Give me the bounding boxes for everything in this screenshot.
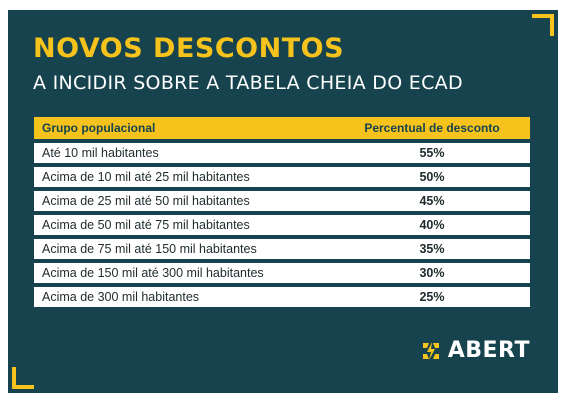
column-header-group: Grupo populacional — [42, 121, 156, 135]
table-row: Acima de 50 mil até 75 mil habitantes 40… — [34, 215, 530, 235]
table-row: Acima de 300 mil habitantes 25% — [34, 287, 530, 307]
discount-cell: 45% — [419, 194, 445, 208]
table-row: Acima de 25 mil até 50 mil habitantes 45… — [34, 191, 530, 211]
discount-cell: 25% — [419, 290, 445, 304]
page-subtitle: A INCIDIR SOBRE A TABELA CHEIA DO ECAD — [33, 72, 463, 94]
discount-cell: 35% — [419, 242, 445, 256]
table-row: Acima de 75 mil até 150 mil habitantes 3… — [34, 239, 530, 259]
abert-lightning-logo-icon — [422, 341, 439, 360]
table-header: Grupo populacional Percentual de descont… — [34, 117, 530, 139]
group-cell: Acima de 50 mil até 75 mil habitantes — [42, 218, 250, 232]
table-row: Até 10 mil habitantes 55% — [34, 143, 530, 163]
group-cell: Acima de 150 mil até 300 mil habitantes — [42, 266, 264, 280]
corner-decoration-bottom-left — [12, 367, 34, 389]
table-row: Acima de 10 mil até 25 mil habitantes 50… — [34, 167, 530, 187]
group-cell: Acima de 300 mil habitantes — [42, 290, 200, 304]
discount-table: Grupo populacional Percentual de descont… — [34, 117, 530, 307]
page-title: NOVOS DESCONTOS — [33, 33, 345, 64]
discount-cell: 30% — [419, 266, 445, 280]
discount-cell: 40% — [419, 218, 445, 232]
table-row: Acima de 150 mil até 300 mil habitantes … — [34, 263, 530, 283]
group-cell: Acima de 75 mil até 150 mil habitantes — [42, 242, 257, 256]
abert-logo: ABERT — [420, 338, 530, 363]
logo-text: ABERT — [447, 338, 530, 363]
group-cell: Até 10 mil habitantes — [42, 146, 159, 160]
group-cell: Acima de 25 mil até 50 mil habitantes — [42, 194, 250, 208]
corner-decoration-top-right — [532, 14, 554, 36]
column-header-discount: Percentual de desconto — [364, 121, 500, 135]
group-cell: Acima de 10 mil até 25 mil habitantes — [42, 170, 250, 184]
discount-cell: 55% — [419, 146, 445, 160]
infographic-card: NOVOS DESCONTOS A INCIDIR SOBRE A TABELA… — [8, 10, 558, 393]
discount-cell: 50% — [419, 170, 445, 184]
